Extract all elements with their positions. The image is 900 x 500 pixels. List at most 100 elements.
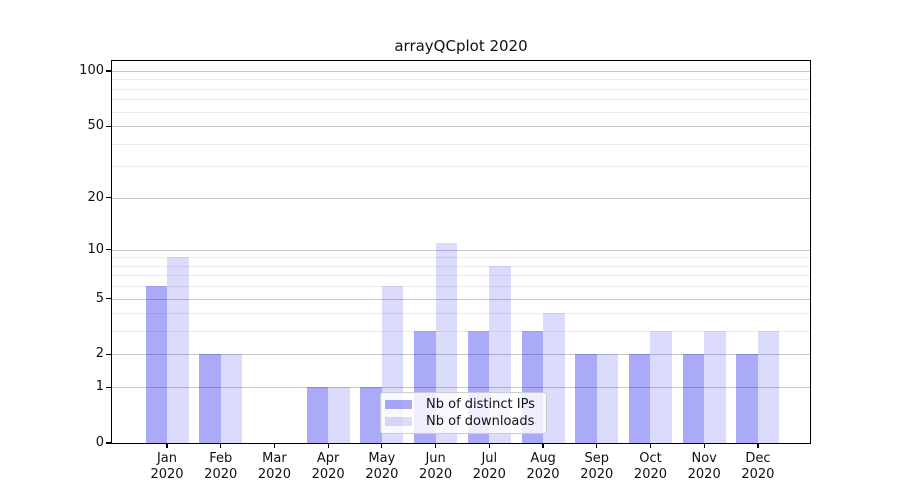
legend-label-distinct-ips: Nb of distinct IPs	[426, 396, 535, 412]
bar-distinct-ips	[306, 387, 329, 443]
x-tick-mark	[220, 443, 222, 448]
bar-downloads	[220, 354, 243, 443]
gridline-major	[112, 197, 810, 199]
gridline-major	[112, 126, 810, 128]
y-tick-mark	[106, 70, 112, 72]
gridline-minor	[112, 79, 810, 81]
x-tick-label: Sep 2020	[569, 451, 625, 483]
gridline-minor	[112, 286, 810, 288]
x-tick-label-line: Jul	[481, 451, 498, 466]
x-tick-label-line: 2020	[633, 467, 668, 482]
bar-downloads	[757, 331, 780, 443]
bar-downloads	[167, 257, 189, 443]
gridline-major	[112, 249, 810, 251]
y-tick-mark	[106, 197, 112, 199]
gridline-major	[112, 298, 810, 300]
y-tick-mark	[106, 297, 112, 300]
x-tick-label: Jul 2020	[461, 451, 517, 483]
x-tick-label-line: Feb	[209, 451, 233, 466]
x-tick-mark	[381, 443, 383, 448]
x-tick-mark	[649, 443, 652, 448]
gridline-minor	[112, 88, 810, 90]
x-tick-label: Dec 2020	[730, 451, 786, 483]
x-tick-mark	[703, 443, 705, 448]
gridline-minor	[112, 257, 810, 259]
bar-distinct-ips	[628, 354, 651, 443]
y-tick-label: 1	[95, 379, 104, 395]
gridline-minor	[112, 143, 810, 145]
x-tick-label: Nov 2020	[676, 451, 732, 483]
x-tick-mark	[166, 443, 168, 448]
y-tick-mark	[106, 442, 112, 444]
bar-distinct-ips	[360, 387, 382, 443]
bar-distinct-ips	[736, 354, 758, 443]
x-tick-mark	[327, 443, 329, 448]
x-tick-mark	[435, 443, 437, 448]
legend-item-distinct-ips: Nb of distinct IPs	[385, 396, 540, 412]
x-tick-label-line: Mar	[262, 451, 287, 466]
x-tick-label-line: Aug	[530, 451, 556, 466]
x-tick-label-line: 2020	[419, 467, 453, 482]
x-tick-label-line: Nov	[691, 451, 717, 466]
y-tick-label: 20	[87, 189, 104, 205]
y-tick-mark	[106, 386, 112, 388]
gridline-minor	[112, 166, 810, 168]
x-tick-label-line: 2020	[526, 467, 560, 482]
gridline-minor	[112, 111, 810, 113]
bar-downloads	[704, 331, 726, 443]
bar-distinct-ips	[575, 354, 597, 443]
y-tick-label: 5	[95, 290, 104, 306]
x-tick-label-line: Apr	[316, 451, 340, 466]
x-tick-label: Jan 2020	[139, 451, 195, 483]
gridline-minor	[112, 331, 810, 333]
x-tick-label: Jun 2020	[408, 451, 464, 483]
gridline-minor	[112, 313, 810, 315]
x-tick-label-line: 2020	[311, 467, 345, 482]
x-tick-mark	[273, 443, 276, 448]
gridline-major	[112, 71, 810, 73]
legend-swatch-distinct-ips	[385, 399, 412, 409]
x-tick-label: Aug 2020	[515, 451, 571, 483]
x-tick-label-line: 2020	[150, 467, 184, 482]
bar-downloads	[543, 313, 565, 443]
gridline-minor	[112, 99, 810, 101]
x-tick-label-line: Jun	[425, 451, 446, 466]
x-tick-label-line: 2020	[687, 467, 721, 482]
x-tick-mark	[596, 443, 598, 448]
x-tick-mark	[542, 443, 544, 448]
x-tick-label-line: Dec	[745, 451, 771, 466]
y-tick-label: 0	[95, 435, 104, 450]
x-tick-label-line: 2020	[204, 467, 238, 482]
bar-distinct-ips	[199, 354, 221, 443]
bar-distinct-ips	[145, 286, 167, 443]
x-tick-mark	[757, 443, 759, 448]
x-tick-label-line: 2020	[257, 467, 291, 482]
gridline-major	[112, 354, 810, 356]
x-tick-label: Apr 2020	[300, 451, 356, 483]
legend: Nb of distinct IPs Nb of downloads	[380, 392, 547, 434]
chart-title: arrayQCplot 2020	[394, 37, 528, 55]
y-tick-mark	[106, 353, 112, 356]
y-tick-label: 10	[87, 241, 104, 257]
bar-downloads	[328, 387, 350, 443]
bar-downloads	[650, 331, 672, 443]
legend-swatch-downloads	[385, 417, 412, 427]
x-tick-mark	[488, 443, 490, 448]
y-tick-label: 2	[95, 346, 104, 362]
bar-distinct-ips	[682, 354, 705, 443]
x-tick-label-line: 2020	[472, 467, 506, 482]
gridline-minor	[112, 275, 810, 277]
gridline-major	[112, 387, 810, 389]
x-tick-label-line: 2020	[741, 467, 775, 482]
plot-area	[111, 60, 811, 444]
x-tick-label-line: 2020	[580, 467, 614, 482]
legend-item-downloads: Nb of downloads	[385, 414, 540, 430]
x-tick-label-line: 2020	[365, 467, 399, 482]
x-tick-label: Oct 2020	[622, 451, 678, 483]
x-tick-label: Feb 2020	[193, 451, 249, 483]
x-tick-label: May 2020	[354, 451, 410, 483]
bar-downloads	[596, 354, 619, 443]
x-tick-label-line: Sep	[584, 451, 609, 466]
legend-label-downloads: Nb of downloads	[426, 414, 535, 430]
